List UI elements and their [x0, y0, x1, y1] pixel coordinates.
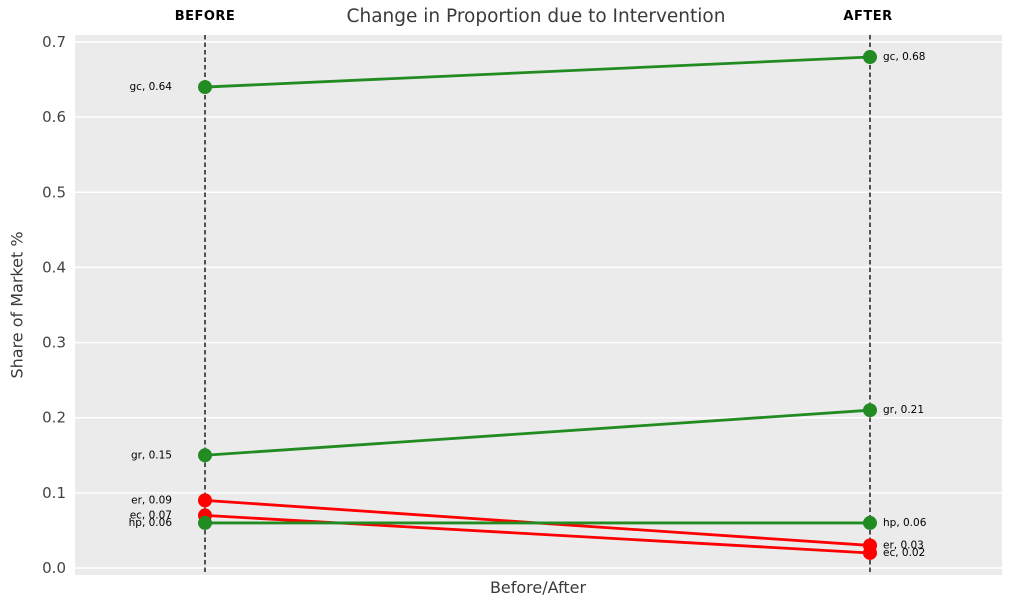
y-tick-label: 0.0 [42, 559, 66, 577]
point-gr-before [198, 448, 212, 463]
y-tick-label: 0.7 [42, 33, 66, 51]
y-tick-label: 0.2 [42, 409, 66, 427]
annotation-ec-before: ec, 0.07 [130, 509, 172, 521]
y-axis-label: Share of Market % [7, 231, 27, 379]
chart-title: Change in Proportion due to Intervention [346, 6, 726, 27]
annotation-er-after: er, 0.03 [883, 539, 924, 551]
annotation-er-before: er, 0.09 [131, 494, 172, 506]
after-column-header: AFTER [843, 9, 893, 24]
point-hp-before [198, 515, 212, 530]
annotation-hp-before: hp, 0.06 [129, 517, 173, 529]
point-hp-after [863, 515, 877, 530]
plot-panel [75, 35, 1002, 575]
point-gc-before [198, 80, 212, 95]
y-tick-label: 0.3 [42, 334, 66, 352]
point-gc-after [863, 50, 877, 65]
annotation-hp-after: hp, 0.06 [883, 517, 927, 529]
annotation-gc-before: gc, 0.64 [130, 81, 173, 93]
y-tick-label: 0.5 [42, 183, 66, 201]
x-axis-label: Before/After [489, 578, 587, 597]
annotation-gc-after: gc, 0.68 [883, 51, 926, 63]
y-tick-label: 0.6 [42, 108, 66, 126]
annotation-ec-after: ec, 0.02 [883, 547, 925, 559]
annotation-gr-before: gr, 0.15 [131, 449, 172, 461]
y-tick-label: 0.4 [42, 258, 66, 276]
point-er-before [198, 493, 212, 508]
before-column-header: BEFORE [174, 9, 236, 24]
point-ec-after [863, 545, 877, 560]
point-gr-after [863, 403, 877, 418]
y-tick-label: 0.1 [42, 484, 66, 502]
slope-line-gr [204, 408, 871, 457]
annotation-gr-after: gr, 0.21 [883, 404, 924, 416]
slope-line-gc [204, 55, 871, 89]
